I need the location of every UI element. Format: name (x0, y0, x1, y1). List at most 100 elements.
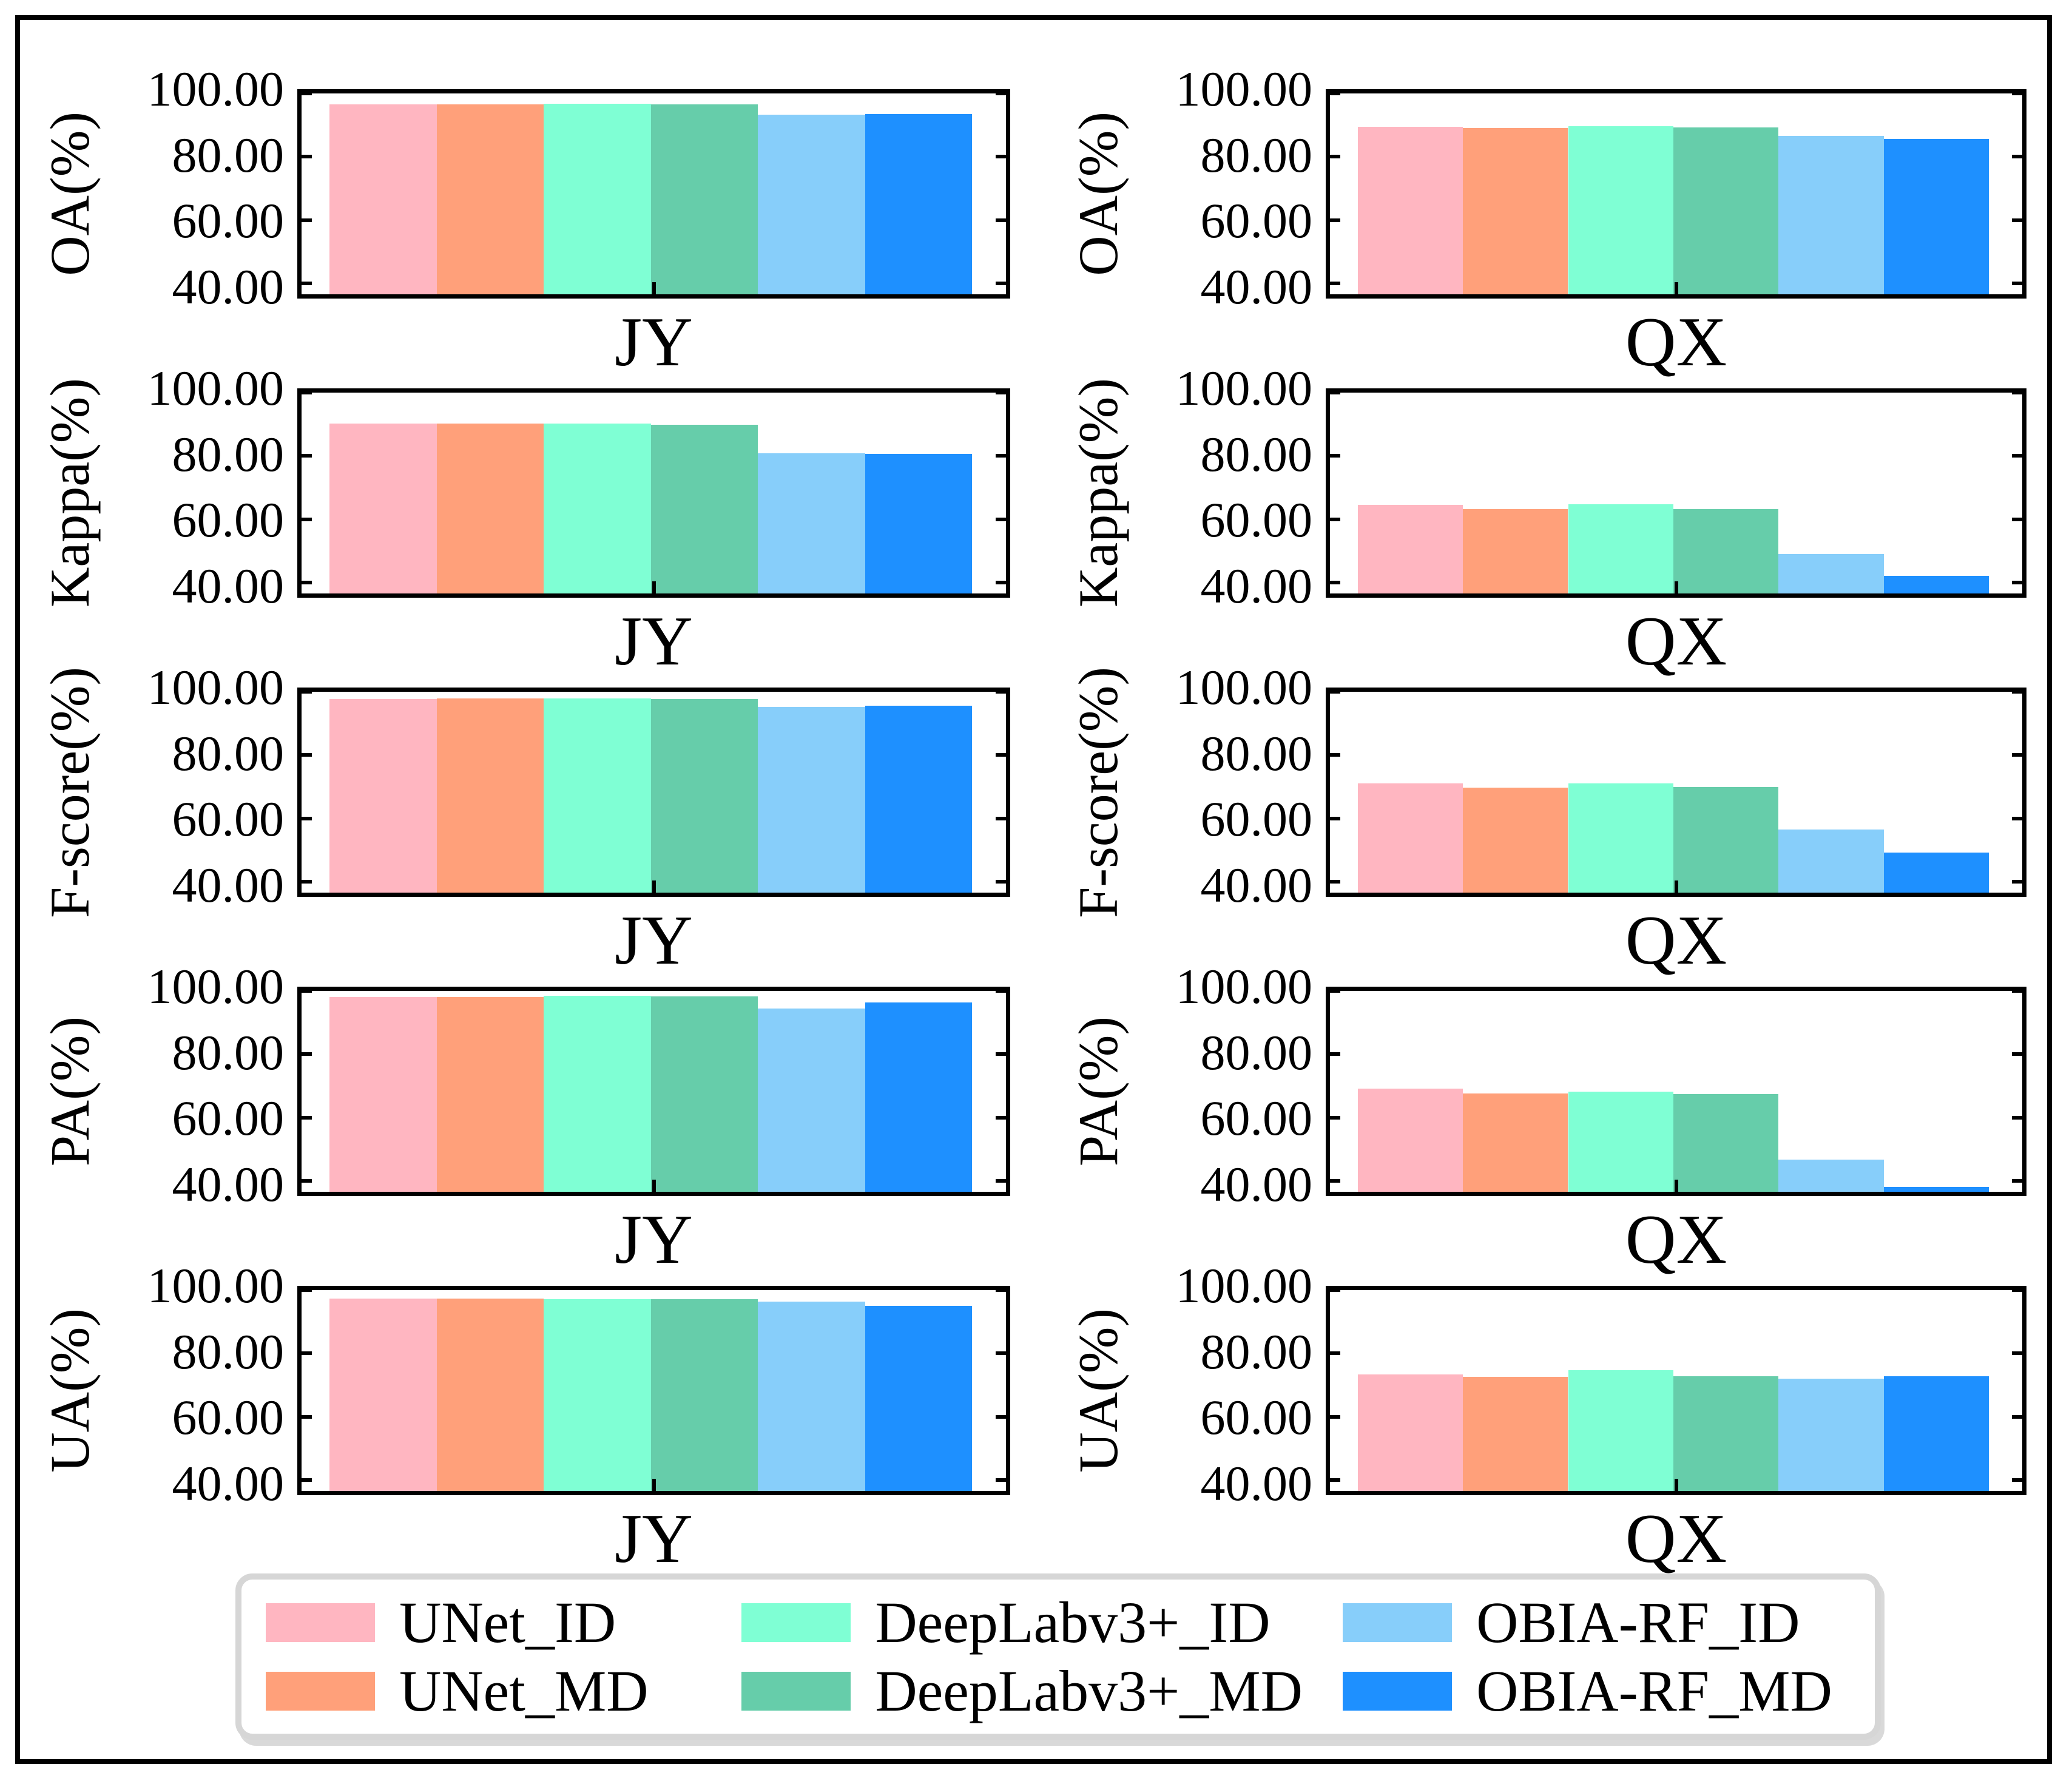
tick-right (996, 1052, 1006, 1056)
tick-right (2012, 753, 2022, 757)
bar-UNet_MD (436, 1298, 544, 1491)
tick-right (996, 580, 1006, 584)
legend-item-deeplabv3-id: DeepLabv3+_ID (741, 1588, 1343, 1657)
tick-left (1330, 1052, 1340, 1056)
y-tick-labels: 100.00 80.00 60.00 40.00 (1112, 1258, 1313, 1511)
y-tick-label: 40.00 (1200, 558, 1313, 614)
y-tick-label: 80.00 (1200, 1024, 1313, 1080)
y-tick-label: 40.00 (172, 558, 285, 614)
y-tick-label: 100.00 (1175, 959, 1313, 1014)
y-tick-labels: 100.00 80.00 60.00 40.00 (1112, 360, 1313, 613)
bar-OBIA-RF_MD (1883, 1376, 1989, 1491)
y-tick-label: 40.00 (1200, 1157, 1313, 1212)
tick-right (996, 454, 1006, 458)
axes-kappa-qx (1326, 388, 2026, 598)
legend-item-obia-rf-id: OBIA-RF_ID (1343, 1588, 1869, 1657)
tick-right (2012, 1052, 2022, 1056)
bar-UNet_ID (329, 424, 437, 593)
tick-right (2012, 218, 2022, 222)
tick-right (2012, 454, 2022, 458)
tick-bottom (1674, 282, 1678, 294)
y-tick-labels: 100.00 80.00 60.00 40.00 (1112, 61, 1313, 314)
tick-left (302, 753, 312, 757)
bar-UNet_ID (329, 1298, 437, 1491)
y-tick-label: 60.00 (172, 1390, 285, 1445)
tick-right (996, 1115, 1006, 1120)
y-tick-label: 60.00 (1200, 1090, 1313, 1146)
tick-right (996, 1351, 1006, 1356)
subplot-pa-qx: PA(%) 100.00 80.00 60.00 40.00 QX (1065, 959, 2026, 1279)
bar-DeepLabv3+_MD (650, 1299, 758, 1491)
y-tick-labels: 100.00 80.00 60.00 40.00 (84, 360, 285, 613)
y-tick-label: 40.00 (172, 857, 285, 913)
tick-left (302, 1288, 312, 1292)
tick-right (996, 816, 1006, 820)
y-tick-label: 40.00 (1200, 1456, 1313, 1512)
tick-left (302, 92, 312, 95)
bar-OBIA-RF_ID (1778, 1378, 1884, 1491)
y-tick-label: 100.00 (147, 61, 285, 117)
y-tick-labels: 100.00 80.00 60.00 40.00 (84, 1258, 285, 1511)
bar-UNet_ID (1357, 1374, 1463, 1491)
tick-right (2012, 391, 2022, 394)
y-tick-label: 60.00 (172, 193, 285, 249)
tick-left (302, 1115, 312, 1120)
x-tick-label: JY (615, 902, 693, 979)
y-tick-label: 80.00 (172, 725, 285, 781)
tick-right (996, 753, 1006, 757)
bar-OBIA-RF_MD (1883, 138, 1989, 294)
y-tick-label: 40.00 (172, 1456, 285, 1512)
y-tick-label: 60.00 (172, 1090, 285, 1146)
y-tick-label: 60.00 (172, 492, 285, 548)
x-tick-label: QX (1625, 1500, 1727, 1578)
tick-right (2012, 1178, 2022, 1183)
subplot-oa-qx: OA(%) 100.00 80.00 60.00 40.00 QX (1065, 61, 2026, 381)
tick-right (2012, 816, 2022, 820)
axes-pa-jy (297, 987, 1010, 1196)
bar-DeepLabv3+_ID (544, 698, 651, 893)
subplot-kappa-jy: Kappa(%) 100.00 80.00 60.00 40.00 JY (36, 360, 1010, 680)
y-tick-label: 80.00 (1200, 127, 1313, 183)
bar-UNet_ID (1357, 1088, 1463, 1192)
legend-label: OBIA-RF_MD (1476, 1658, 1832, 1723)
tick-left (302, 1478, 312, 1482)
bar-OBIA-RF_MD (865, 1306, 973, 1491)
tick-left (1330, 580, 1340, 584)
tick-right (996, 1178, 1006, 1183)
y-tick-label: 100.00 (1175, 61, 1313, 117)
tick-left (302, 155, 312, 159)
axes-ua-jy (297, 1286, 1010, 1495)
tick-right (996, 218, 1006, 222)
bar-UNet_MD (436, 104, 544, 294)
bar-UNet_ID (329, 997, 437, 1192)
legend-swatch-obia-rf-md (1343, 1671, 1453, 1711)
subplot-fscore-jy: F-score(%) 100.00 80.00 60.00 40.00 JY (36, 660, 1010, 979)
bar-DeepLabv3+_ID (1568, 783, 1673, 893)
y-tick-label: 100.00 (147, 360, 285, 416)
tick-left (302, 1052, 312, 1056)
bar-OBIA-RF_MD (865, 113, 973, 294)
y-tick-label: 100.00 (147, 959, 285, 1014)
y-tick-labels: 100.00 80.00 60.00 40.00 (84, 660, 285, 913)
y-tick-label: 100.00 (1175, 1258, 1313, 1313)
legend-swatch-deeplabv3-md (741, 1671, 851, 1711)
bar-OBIA-RF_MD (865, 454, 973, 593)
axes-oa-qx (1326, 89, 2026, 299)
tick-left (1330, 1178, 1340, 1183)
tick-bottom (652, 282, 656, 294)
bar-DeepLabv3+_ID (544, 423, 651, 593)
subplot-oa-jy: OA(%) 100.00 80.00 60.00 40.00 JY (36, 61, 1010, 381)
x-tick-label: JY (615, 1500, 693, 1578)
y-tick-label: 40.00 (1200, 259, 1313, 315)
y-tick-labels: 100.00 80.00 60.00 40.00 (1112, 959, 1313, 1212)
bar-DeepLabv3+_ID (544, 103, 651, 294)
tick-right (2012, 1414, 2022, 1419)
tick-left (302, 989, 312, 993)
tick-right (996, 517, 1006, 521)
tick-right (2012, 879, 2022, 884)
tick-left (302, 391, 312, 394)
tick-left (1330, 1115, 1340, 1120)
bar-DeepLabv3+_ID (1568, 1370, 1673, 1491)
tick-left (1330, 155, 1340, 159)
x-tick-label: JY (615, 603, 693, 680)
